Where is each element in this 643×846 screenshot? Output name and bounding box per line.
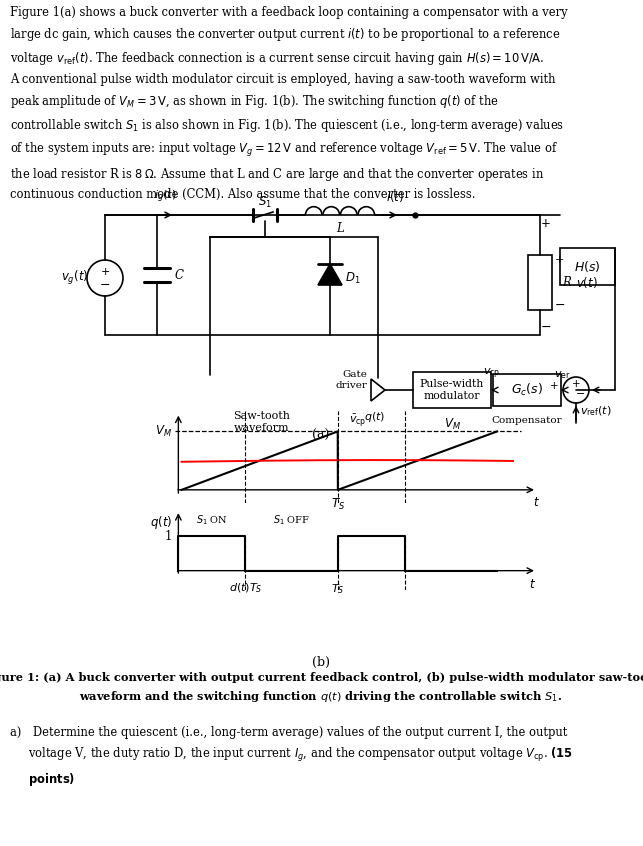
Text: (a): (a) bbox=[312, 429, 330, 442]
Text: $v_{\rm cp}$: $v_{\rm cp}$ bbox=[484, 366, 501, 381]
Text: $\bar{v}_{\rm cp}$: $\bar{v}_{\rm cp}$ bbox=[349, 412, 367, 429]
Text: C: C bbox=[175, 268, 184, 282]
Polygon shape bbox=[318, 264, 342, 285]
FancyBboxPatch shape bbox=[560, 248, 615, 285]
Text: $T_S$: $T_S$ bbox=[331, 582, 345, 596]
Text: $t$: $t$ bbox=[534, 496, 540, 509]
Text: $S_1$: $S_1$ bbox=[258, 195, 272, 210]
Text: $v_g(t)$: $v_g(t)$ bbox=[61, 269, 89, 287]
Text: +: + bbox=[541, 217, 551, 229]
Text: $t$: $t$ bbox=[529, 579, 536, 591]
Text: $D_1$: $D_1$ bbox=[345, 271, 361, 286]
Text: $G_c(s)$: $G_c(s)$ bbox=[511, 382, 543, 398]
Text: Saw-tooth
waveform: Saw-tooth waveform bbox=[233, 411, 290, 433]
Text: −: − bbox=[541, 321, 552, 333]
FancyBboxPatch shape bbox=[493, 374, 561, 406]
Text: R: R bbox=[562, 276, 571, 288]
Text: L: L bbox=[336, 222, 344, 234]
Text: −: − bbox=[100, 278, 110, 292]
Text: $S_1$ ON: $S_1$ ON bbox=[196, 514, 228, 527]
Text: Figure 1(a) shows a buck converter with a feedback loop containing a compensator: Figure 1(a) shows a buck converter with … bbox=[10, 6, 568, 201]
Text: $i_g(t)$: $i_g(t)$ bbox=[154, 189, 176, 205]
Text: +: + bbox=[100, 267, 110, 277]
Text: $v(t)$: $v(t)$ bbox=[576, 274, 598, 289]
Text: $v_{\rm er}$: $v_{\rm er}$ bbox=[554, 369, 570, 381]
Text: Pulse-width
modulator: Pulse-width modulator bbox=[420, 379, 484, 401]
Text: +: + bbox=[572, 379, 581, 389]
Text: $T_S$: $T_S$ bbox=[331, 497, 345, 512]
Text: $i(t)$: $i(t)$ bbox=[386, 189, 404, 204]
Text: $H(s)$: $H(s)$ bbox=[574, 259, 601, 273]
Text: +: + bbox=[550, 381, 559, 391]
Text: −: − bbox=[576, 389, 586, 399]
Text: +: + bbox=[555, 255, 565, 265]
Text: $v_{\rm ref}(t)$: $v_{\rm ref}(t)$ bbox=[580, 404, 611, 418]
FancyBboxPatch shape bbox=[413, 372, 491, 408]
Text: −: − bbox=[555, 299, 565, 311]
Text: $V_M$: $V_M$ bbox=[444, 417, 460, 432]
Text: Compensator: Compensator bbox=[492, 416, 563, 425]
Text: (b): (b) bbox=[312, 656, 330, 668]
Text: a) Determine the quiescent (i.e., long-term average) values of the output curren: a) Determine the quiescent (i.e., long-t… bbox=[10, 726, 573, 788]
Text: Figure 1: (a) A buck converter with output current feedback control, (b) pulse-w: Figure 1: (a) A buck converter with outp… bbox=[0, 672, 643, 704]
Text: $q(t)$: $q(t)$ bbox=[150, 514, 172, 530]
Polygon shape bbox=[371, 379, 385, 401]
Text: $V_M$: $V_M$ bbox=[155, 424, 172, 439]
FancyBboxPatch shape bbox=[528, 255, 552, 310]
Text: $S_1$ OFF: $S_1$ OFF bbox=[273, 514, 310, 527]
Text: 1: 1 bbox=[165, 530, 172, 542]
Text: $q(t)$: $q(t)$ bbox=[365, 410, 386, 424]
Text: $d(t)T_S$: $d(t)T_S$ bbox=[228, 582, 262, 596]
Text: Gate
driver: Gate driver bbox=[335, 370, 367, 390]
